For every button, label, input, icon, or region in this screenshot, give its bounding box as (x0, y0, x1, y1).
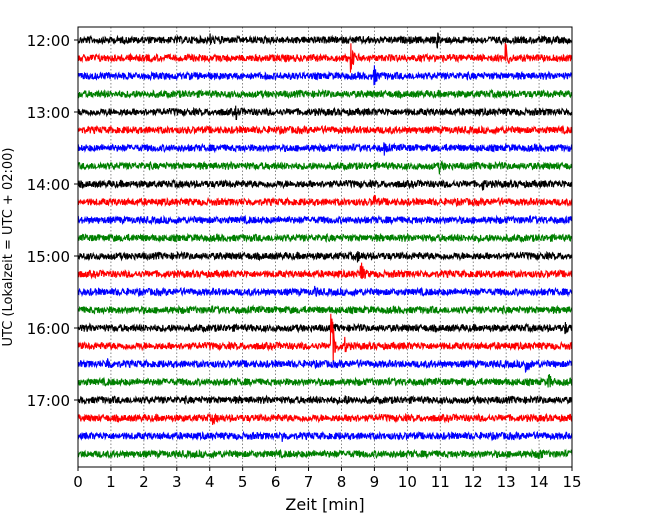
trace-row-1615 (77, 313, 573, 365)
trace-row-1530 (77, 285, 573, 298)
trace-row-1345 (77, 160, 573, 175)
trace-row-1500 (77, 250, 573, 263)
trace-row-1245 (77, 88, 573, 100)
trace-row-1600 (77, 321, 573, 335)
x-tick-label: 3 (172, 473, 182, 491)
trace-row-1630 (77, 358, 573, 374)
x-tick-label: 11 (431, 473, 450, 491)
trace-row-1215 (77, 42, 573, 73)
y-tick-label: 14:00 (27, 176, 70, 194)
trace-row-1645 (77, 374, 573, 388)
plot-frame (77, 26, 573, 468)
trace-row-1315 (77, 124, 573, 136)
x-axis-label: Zeit [min] (285, 495, 364, 514)
trace-row-1400 (77, 178, 573, 191)
trace-row-1515 (77, 262, 573, 280)
trace-row-1745 (77, 448, 573, 460)
x-tick-label: 5 (238, 473, 248, 491)
x-tick-label: 0 (73, 473, 83, 491)
trace-row-1545 (77, 304, 573, 316)
x-tick-label: 8 (337, 473, 347, 491)
y-tick-label: 16:00 (27, 320, 70, 338)
x-tick-label: 4 (205, 473, 215, 491)
trace-row-1430 (77, 214, 573, 226)
x-tick-label: 6 (271, 473, 281, 491)
x-tick-label: 2 (139, 473, 149, 491)
y-tick-label: 12:00 (27, 32, 70, 50)
y-tick-label: 13:00 (27, 104, 70, 122)
trace-row-1700 (77, 394, 573, 406)
x-tick-label: 15 (562, 473, 581, 491)
x-tick-label: 10 (398, 473, 417, 491)
x-tick-label: 9 (370, 473, 380, 491)
y-axis-label: UTC (Lokalzeit = UTC + 02:00) (1, 148, 16, 347)
x-tick-label: 7 (304, 473, 314, 491)
trace-row-1300 (77, 105, 573, 121)
x-tick-label: 1 (106, 473, 116, 491)
trace-row-1730 (77, 430, 573, 442)
trace-row-1200 (77, 32, 573, 49)
y-tick-label: 15:00 (27, 248, 70, 266)
trace-row-1415 (77, 194, 573, 208)
trace-row-1715 (77, 412, 573, 426)
trace-row-1445 (77, 232, 573, 244)
x-tick-label: 13 (497, 473, 516, 491)
x-tick-label: 12 (464, 473, 483, 491)
trace-row-1230 (77, 65, 573, 86)
trace-row-1330 (77, 142, 573, 156)
y-tick-label: 17:00 (27, 392, 70, 410)
x-tick-label: 14 (530, 473, 549, 491)
